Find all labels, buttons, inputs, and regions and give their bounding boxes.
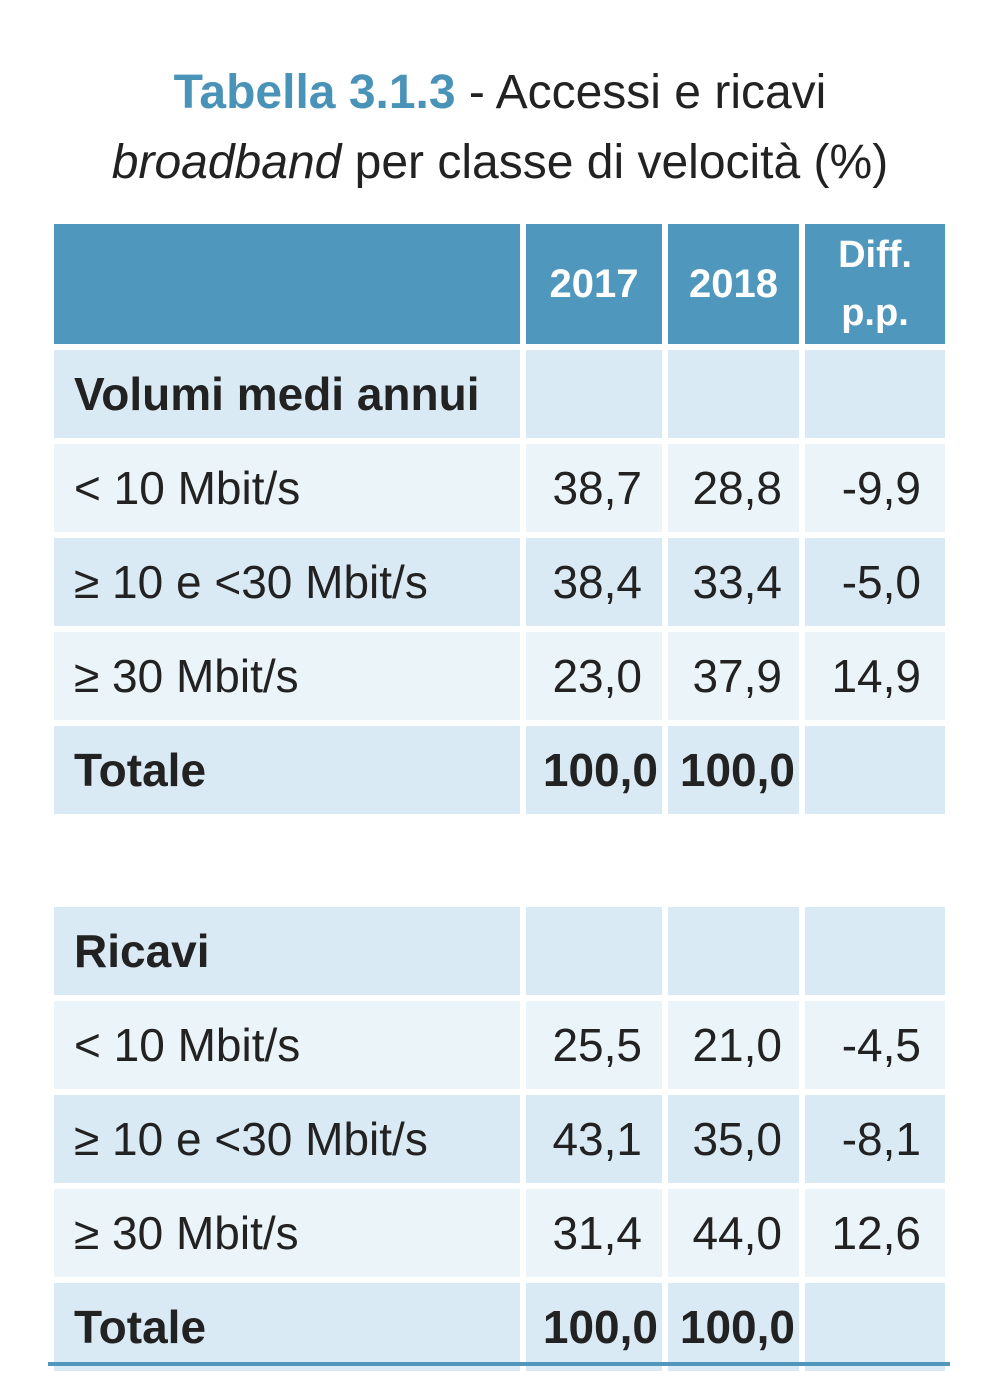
value-2018: 35,0 [668, 1095, 799, 1183]
ricavi-table: Ricavi < 10 Mbit/s 25,5 21,0 -4,5 ≥ 10 e… [54, 907, 945, 1377]
value-2017: 31,4 [526, 1189, 662, 1277]
header-empty-cell [54, 224, 520, 344]
header-2018: 2018 [668, 224, 799, 344]
value-diff: -9,9 [805, 444, 945, 532]
value-diff: -4,5 [805, 1001, 945, 1089]
table-row: < 10 Mbit/s 38,7 28,8 -9,9 [54, 444, 945, 532]
empty-cell [668, 907, 799, 995]
header-diff-line1: Diff. [838, 234, 912, 276]
total-label: Totale [54, 726, 520, 814]
value-diff: -5,0 [805, 538, 945, 626]
table-row: ≥ 30 Mbit/s 23,0 37,9 14,9 [54, 632, 945, 720]
row-label: ≥ 10 e <30 Mbit/s [54, 1095, 520, 1183]
value-2018: 44,0 [668, 1189, 799, 1277]
table-number: Tabella 3.1.3 [173, 66, 456, 119]
header-2017: 2017 [526, 224, 662, 344]
total-diff [805, 1283, 945, 1371]
value-2018: 21,0 [668, 1001, 799, 1089]
total-label: Totale [54, 1283, 520, 1371]
total-2017: 100,0 [526, 1283, 662, 1371]
row-label: < 10 Mbit/s [54, 444, 520, 532]
total-row: Totale 100,0 100,0 [54, 726, 945, 814]
header-row: 2017 2018 Diff. p.p. [54, 224, 945, 344]
volumi-table: 2017 2018 Diff. p.p. Volumi medi annui <… [54, 224, 945, 820]
section-row-volumi: Volumi medi annui [54, 350, 945, 438]
empty-cell [526, 907, 662, 995]
table-row: ≥ 10 e <30 Mbit/s 43,1 35,0 -8,1 [54, 1095, 945, 1183]
value-diff: -8,1 [805, 1095, 945, 1183]
header-diff-line2: p.p. [841, 292, 909, 334]
total-2017: 100,0 [526, 726, 662, 814]
value-2017: 23,0 [526, 632, 662, 720]
table-title: Tabella 3.1.3 - Accessi e ricavi broadba… [0, 58, 1000, 198]
title-text-1: - Accessi e ricavi [455, 66, 827, 119]
header-diff: Diff. p.p. [805, 224, 945, 344]
total-diff [805, 726, 945, 814]
table-row: < 10 Mbit/s 25,5 21,0 -4,5 [54, 1001, 945, 1089]
row-label: ≥ 10 e <30 Mbit/s [54, 538, 520, 626]
total-2018: 100,0 [668, 726, 799, 814]
row-label: ≥ 30 Mbit/s [54, 632, 520, 720]
value-2017: 38,7 [526, 444, 662, 532]
section-label: Volumi medi annui [54, 350, 520, 438]
table-row: ≥ 30 Mbit/s 31,4 44,0 12,6 [54, 1189, 945, 1277]
title-line-2: broadband per classe di velocità (%) [0, 128, 1000, 198]
row-label: ≥ 30 Mbit/s [54, 1189, 520, 1277]
value-diff: 12,6 [805, 1189, 945, 1277]
empty-cell [526, 350, 662, 438]
value-2018: 37,9 [668, 632, 799, 720]
title-text-2: per classe di velocità (%) [341, 136, 889, 189]
section-label: Ricavi [54, 907, 520, 995]
section-row-ricavi: Ricavi [54, 907, 945, 995]
empty-cell [805, 350, 945, 438]
title-line-1: Tabella 3.1.3 - Accessi e ricavi [0, 58, 1000, 128]
row-label: < 10 Mbit/s [54, 1001, 520, 1089]
value-2017: 38,4 [526, 538, 662, 626]
empty-cell [668, 350, 799, 438]
value-diff: 14,9 [805, 632, 945, 720]
table-row: ≥ 10 e <30 Mbit/s 38,4 33,4 -5,0 [54, 538, 945, 626]
value-2017: 43,1 [526, 1095, 662, 1183]
value-2018: 28,8 [668, 444, 799, 532]
total-2018: 100,0 [668, 1283, 799, 1371]
empty-cell [805, 907, 945, 995]
bottom-rule [48, 1362, 950, 1366]
title-italic-word: broadband [111, 136, 342, 189]
total-row: Totale 100,0 100,0 [54, 1283, 945, 1371]
value-2018: 33,4 [668, 538, 799, 626]
value-2017: 25,5 [526, 1001, 662, 1089]
